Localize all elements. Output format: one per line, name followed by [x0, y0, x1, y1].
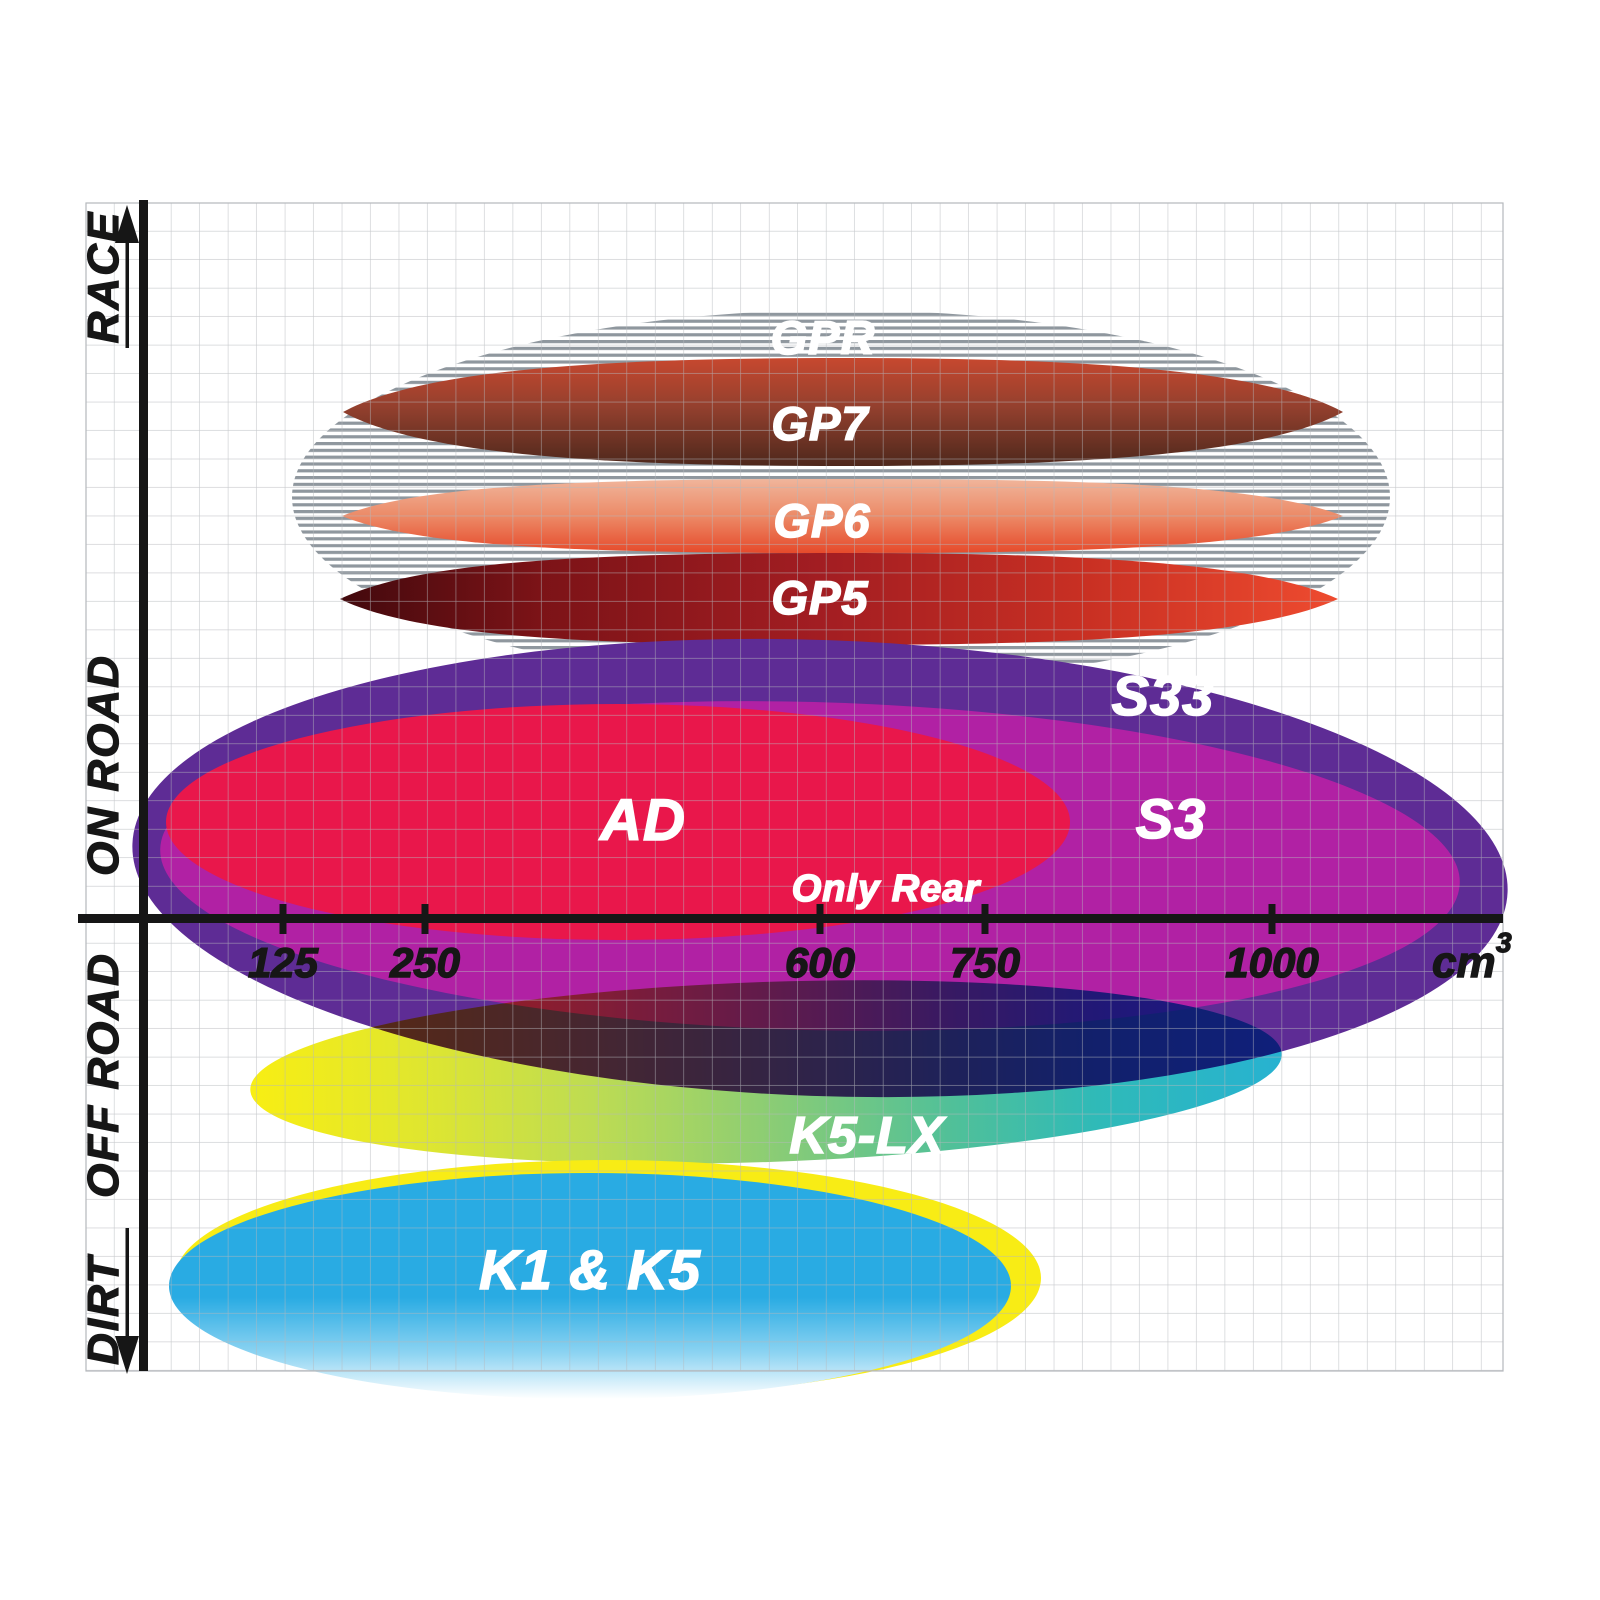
- series-label-gp5: GP5: [771, 571, 868, 624]
- tick-250: [421, 904, 429, 934]
- grid-border: [85, 202, 1504, 1372]
- y-category-on-road: ON ROAD: [79, 654, 128, 876]
- x-axis-unit-exponent: 3: [1496, 927, 1512, 958]
- x-axis-line: [78, 914, 1503, 923]
- dirt-arrow-down-icon: [115, 1336, 139, 1374]
- x-tick-label-125: 125: [248, 939, 319, 986]
- series-label-k5lx: K5-LX: [789, 1107, 947, 1165]
- series-label-k1k5: K1 & K5: [479, 1238, 701, 1301]
- y-category-off-road: OFF ROAD: [79, 952, 128, 1198]
- series-note-only-rear: Only Rear: [792, 868, 982, 910]
- series-label-gpr: GPR: [771, 311, 876, 364]
- x-axis-unit: cm: [1432, 938, 1496, 987]
- x-tick-label-250: 250: [389, 939, 460, 986]
- series-label-s3: S3: [1136, 787, 1207, 850]
- x-tick-label-750: 750: [950, 939, 1020, 986]
- series-label-s33: S33: [1112, 664, 1215, 727]
- series-label-ad: AD: [598, 788, 686, 853]
- x-tick-label-600: 600: [785, 939, 855, 986]
- grid: [86, 203, 1503, 1371]
- tick-125: [279, 904, 287, 934]
- series-label-gp6: GP6: [773, 494, 870, 547]
- dirt-arrow-line: [125, 1228, 129, 1338]
- y-category-race: RACE: [79, 211, 128, 344]
- y-axis-line: [139, 200, 148, 1371]
- x-tick-label-1000: 1000: [1225, 939, 1318, 986]
- series-label-gp7: GP7: [771, 397, 869, 450]
- tick-600: [816, 904, 824, 934]
- race-arrow-up-icon: [115, 205, 139, 243]
- tick-1000: [1268, 904, 1276, 934]
- race-arrow-line: [125, 238, 129, 348]
- tick-750: [981, 904, 989, 934]
- y-category-dirt: DIRT: [79, 1254, 128, 1365]
